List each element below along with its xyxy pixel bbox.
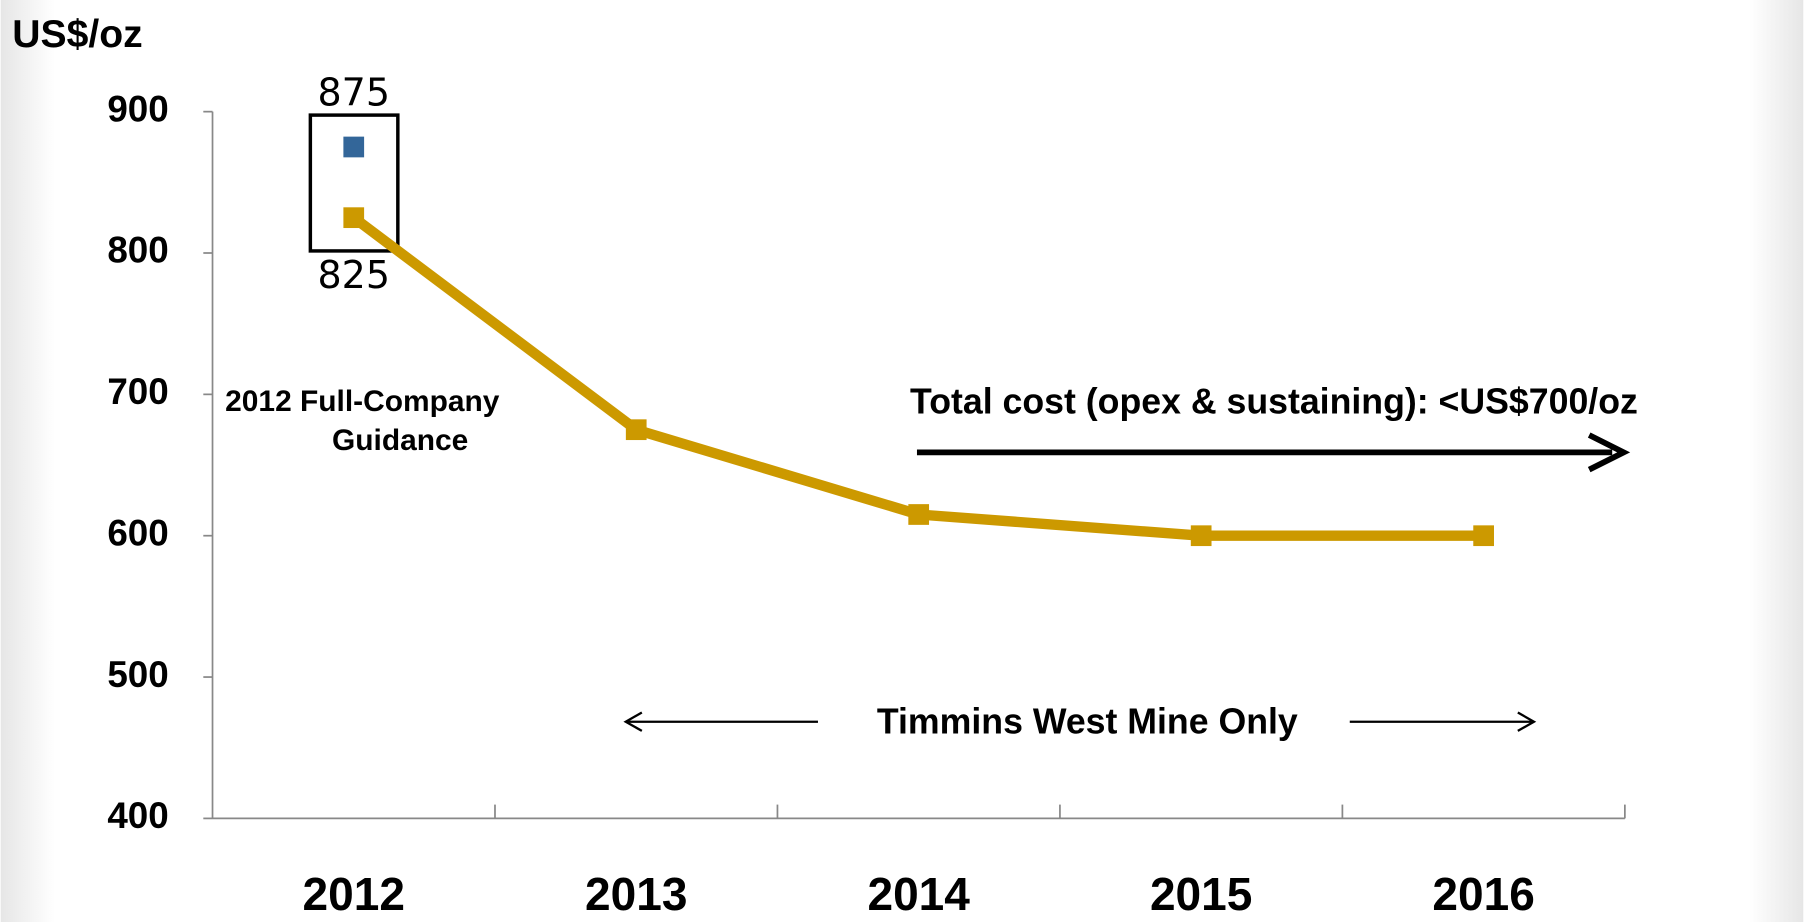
annotation: Guidance [332, 424, 468, 457]
x-tick-label: 2016 [1432, 868, 1534, 920]
y-tick-label: 800 [107, 230, 168, 271]
x-tick-label: 2014 [867, 868, 970, 920]
arrow-head [1517, 711, 1537, 732]
marker [908, 504, 930, 525]
data-label: 825 [318, 253, 390, 297]
marker [343, 207, 365, 229]
marker [1190, 525, 1212, 547]
arrow-head [623, 711, 643, 732]
y-axis-label: US$/oz [12, 13, 142, 56]
marker [1473, 525, 1494, 547]
marker [343, 136, 365, 158]
guidance-box [308, 113, 400, 253]
y-tick-label: 500 [107, 654, 168, 695]
x-tick-label: 2015 [1150, 868, 1252, 920]
y-tick-label: 900 [107, 88, 168, 129]
y-tick-label: 600 [107, 512, 168, 553]
data-label: 875 [318, 71, 390, 115]
annotation: Timmins West Mine Only [877, 701, 1298, 741]
annotation: Total cost (opex & sustaining): <US$700/… [910, 381, 1638, 421]
x-tick-label: 2012 [303, 868, 405, 920]
x-tick-label: 2013 [585, 868, 687, 920]
arrow-head [1587, 432, 1631, 473]
marker [625, 419, 647, 441]
annotation: 2012 Full-Company [225, 385, 500, 418]
y-tick-label: 400 [107, 795, 168, 836]
y-tick-label: 700 [107, 371, 168, 412]
